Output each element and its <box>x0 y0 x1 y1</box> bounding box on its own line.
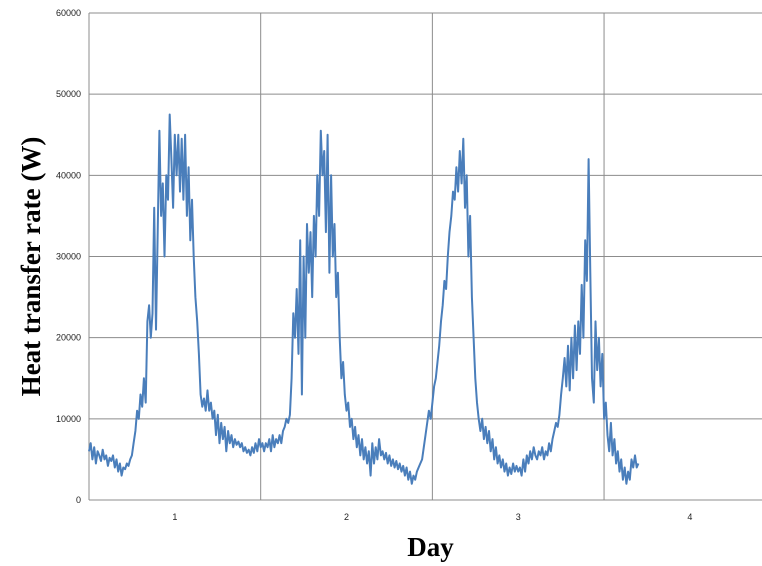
y-axis-label: Heat transfer rate (W) <box>16 137 46 397</box>
x-tick-label: 1 <box>172 512 177 522</box>
y-tick-label: 0 <box>76 495 81 505</box>
x-tick-label: 4 <box>687 512 692 522</box>
y-tick-label: 10000 <box>56 414 81 424</box>
y-tick-label: 60000 <box>56 8 81 18</box>
x-axis-label: Day <box>407 532 454 562</box>
y-tick-label: 50000 <box>56 89 81 99</box>
gridlines <box>88 12 762 501</box>
y-tick-label: 30000 <box>56 252 81 262</box>
x-tick-label: 2 <box>344 512 349 522</box>
x-tick-labels: 1 2 3 4 <box>172 512 692 522</box>
y-tick-label: 40000 <box>56 170 81 180</box>
x-tick-label: 3 <box>516 512 521 522</box>
y-tick-label: 20000 <box>56 333 81 343</box>
series-line-1 <box>88 113 640 485</box>
series-group <box>88 113 640 485</box>
y-tick-labels: 0 10000 20000 30000 40000 50000 60000 <box>56 8 81 505</box>
